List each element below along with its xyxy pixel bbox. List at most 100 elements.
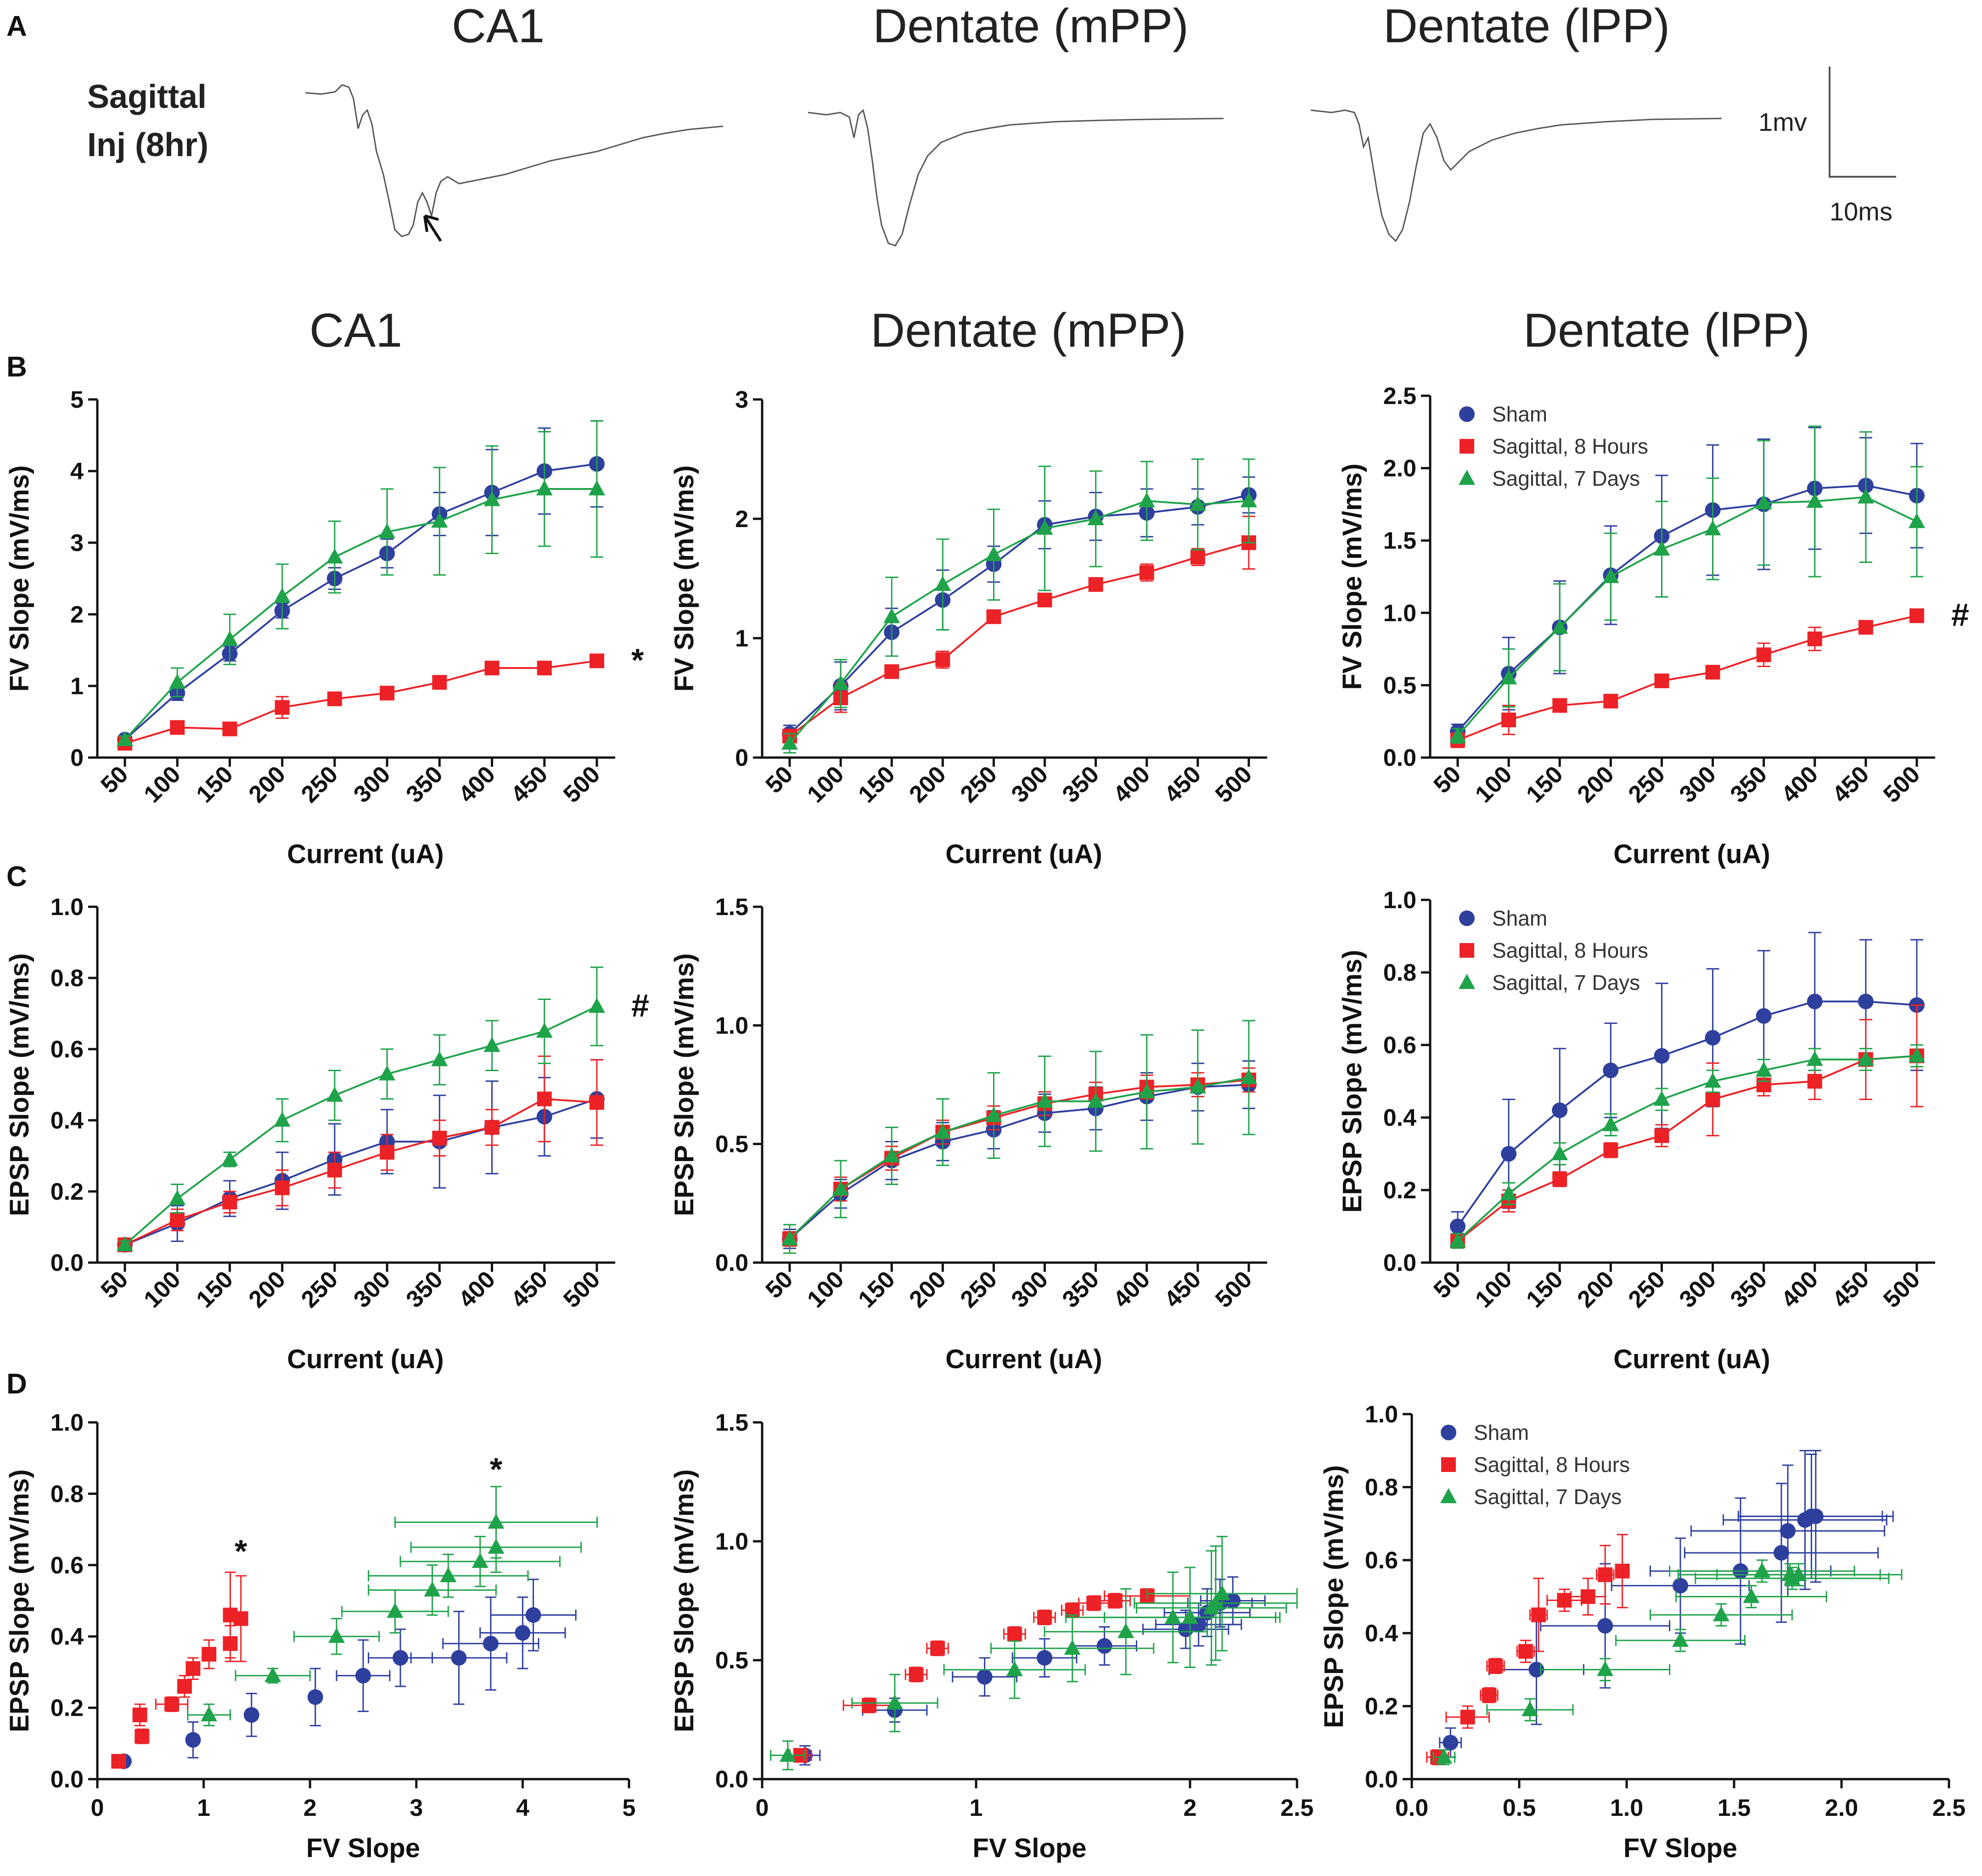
data-point-days7 bbox=[1241, 1069, 1257, 1084]
data-point-sham bbox=[1654, 1048, 1670, 1064]
data-point-sham bbox=[1603, 1062, 1619, 1078]
series-line-days7 bbox=[1457, 1055, 1917, 1242]
y-tick-label: 3 bbox=[735, 387, 748, 413]
data-point-hours8 bbox=[111, 1754, 126, 1769]
y-tick-label: 1.5 bbox=[1383, 528, 1416, 554]
x-tick-label: 500 bbox=[1878, 761, 1925, 808]
data-point-hours8 bbox=[1037, 592, 1052, 607]
x-tick-label: 450 bbox=[1159, 1266, 1206, 1313]
data-point-days7 bbox=[779, 1747, 796, 1762]
series-line-hours8 bbox=[789, 1079, 1249, 1240]
data-point-sham bbox=[1780, 1523, 1796, 1539]
x-tick-label: 500 bbox=[1210, 1266, 1257, 1313]
data-point-days7 bbox=[431, 1051, 448, 1067]
series-line-hours8 bbox=[124, 1098, 597, 1246]
x-axis-label: Current (uA) bbox=[287, 839, 444, 869]
x-tick-label: 350 bbox=[401, 1266, 448, 1313]
data-point-days7 bbox=[1755, 494, 1772, 510]
y-tick-label: 0.6 bbox=[1365, 1547, 1398, 1574]
data-point-days7 bbox=[1704, 1073, 1721, 1088]
data-point-hours8 bbox=[909, 1667, 924, 1682]
x-tick-label: 50 bbox=[1429, 1266, 1466, 1303]
legend-label-sham: Sham bbox=[1492, 906, 1547, 930]
data-point-hours8 bbox=[1552, 1172, 1567, 1187]
data-point-days7 bbox=[440, 1567, 457, 1583]
y-tick-label: 0.5 bbox=[715, 1131, 748, 1158]
x-tick-label: 350 bbox=[1725, 761, 1772, 808]
data-point-hours8 bbox=[222, 1195, 237, 1210]
data-point-days7 bbox=[264, 1667, 281, 1682]
x-tick-label: 450 bbox=[1827, 761, 1874, 808]
trace-title-ca1: CA1 bbox=[452, 0, 545, 53]
data-point-hours8 bbox=[1501, 713, 1516, 728]
legend-marker-sham bbox=[1441, 1425, 1456, 1440]
trace-label-line2: Inj (8hr) bbox=[87, 127, 208, 163]
data-point-days7 bbox=[985, 546, 1002, 561]
data-point-sham bbox=[1450, 1219, 1465, 1234]
trace-dentate-lpp bbox=[1310, 109, 1722, 242]
legend-marker-sham bbox=[1459, 406, 1475, 422]
y-axis-label: EPSP Slope (mV/ms) bbox=[669, 1469, 699, 1732]
data-point-sham bbox=[1037, 1650, 1053, 1666]
y-tick-label: 0.4 bbox=[1365, 1620, 1398, 1647]
data-point-days7 bbox=[379, 523, 396, 539]
data-point-hours8 bbox=[1654, 673, 1669, 688]
legend-label-hours8: Sagittal, 8 Hours bbox=[1492, 434, 1648, 458]
x-axis-label: Current (uA) bbox=[1613, 839, 1770, 869]
data-point-days7 bbox=[221, 630, 238, 646]
data-point-days7 bbox=[1597, 1661, 1614, 1676]
trace-ca1 bbox=[305, 84, 724, 237]
x-tick-label: 4 bbox=[516, 1795, 529, 1821]
data-point-days7 bbox=[1436, 1748, 1453, 1764]
data-point-days7 bbox=[1006, 1661, 1023, 1676]
significance-marker: * bbox=[235, 1533, 247, 1569]
legend-label-sham: Sham bbox=[1474, 1421, 1529, 1444]
y-tick-label: 5 bbox=[70, 387, 84, 413]
data-point-days7 bbox=[1036, 519, 1053, 535]
y-tick-label: 0.0 bbox=[51, 1250, 84, 1276]
x-tick-label: 350 bbox=[1057, 1266, 1104, 1313]
y-tick-label: 0.2 bbox=[1365, 1693, 1398, 1720]
data-point-days7 bbox=[886, 1694, 903, 1710]
data-point-hours8 bbox=[1705, 1092, 1720, 1107]
data-point-hours8 bbox=[1557, 1593, 1572, 1608]
data-point-days7 bbox=[117, 731, 133, 746]
y-tick-label: 1.5 bbox=[715, 1410, 748, 1436]
significance-marker: * bbox=[631, 642, 644, 678]
data-point-sham bbox=[1858, 994, 1874, 1010]
x-tick-label: 100 bbox=[802, 1266, 849, 1313]
data-point-hours8 bbox=[222, 721, 237, 736]
data-point-days7 bbox=[431, 512, 448, 528]
data-point-hours8 bbox=[1552, 698, 1567, 713]
data-point-hours8 bbox=[1086, 1595, 1101, 1611]
data-point-days7 bbox=[1500, 1185, 1517, 1200]
y-tick-label: 1.0 bbox=[715, 1012, 748, 1039]
x-axis-label: FV Slope bbox=[1623, 1833, 1737, 1863]
series-line-sham bbox=[124, 463, 597, 741]
data-point-sham bbox=[515, 1625, 531, 1641]
x-tick-label: 500 bbox=[1210, 761, 1257, 808]
data-point-days7 bbox=[424, 1581, 441, 1597]
x-tick-label: 50 bbox=[1429, 761, 1466, 798]
data-point-days7 bbox=[934, 1123, 951, 1139]
y-axis-label: EPSP Slope (mV/ms) bbox=[1319, 1465, 1349, 1728]
data-point-hours8 bbox=[1190, 550, 1205, 565]
y-tick-label: 1.0 bbox=[715, 1528, 748, 1555]
data-point-sham bbox=[243, 1707, 259, 1723]
x-tick-label: 400 bbox=[1108, 761, 1155, 808]
legend-label-sham: Sham bbox=[1492, 402, 1547, 426]
y-tick-label: 2.5 bbox=[1383, 383, 1416, 410]
data-point-hours8 bbox=[1615, 1563, 1630, 1578]
x-tick-label: 450 bbox=[506, 761, 553, 808]
data-point-days7 bbox=[832, 1180, 849, 1196]
significance-marker: # bbox=[1951, 597, 1969, 633]
data-point-hours8 bbox=[537, 661, 552, 675]
data-point-days7 bbox=[1909, 1047, 1925, 1062]
y-tick-label: 0.6 bbox=[1383, 1032, 1416, 1059]
x-tick-label: 200 bbox=[1572, 761, 1619, 808]
data-point-hours8 bbox=[380, 1145, 395, 1160]
x-axis-label: Current (uA) bbox=[287, 1344, 444, 1374]
y-tick-label: 2 bbox=[735, 506, 748, 533]
data-point-sham bbox=[525, 1607, 541, 1623]
